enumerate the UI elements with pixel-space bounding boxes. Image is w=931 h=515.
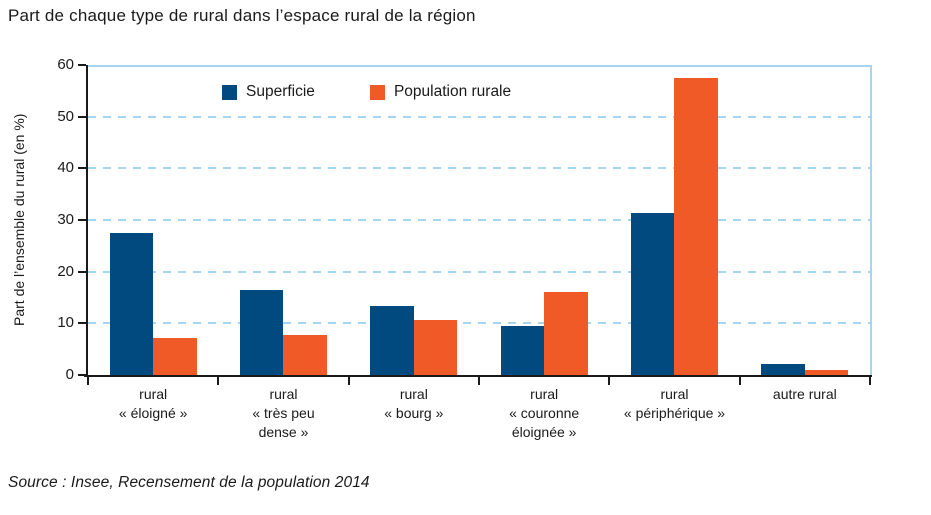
bar-group	[479, 65, 609, 375]
bars-layer	[88, 65, 870, 375]
y-tick-mark	[78, 374, 86, 376]
legend-item-population-rurale: Population rurale	[369, 83, 512, 101]
bar-superficie	[239, 289, 284, 375]
gridline	[88, 115, 870, 118]
bar-superficie	[370, 305, 414, 375]
chart-title: Part de chaque type de rural dans l’espa…	[8, 6, 476, 25]
category-label: autre rural	[772, 386, 837, 402]
y-tick-label: 0	[65, 366, 74, 383]
plot-border-right	[870, 65, 872, 377]
category-label: rural « bourg »	[384, 386, 444, 421]
gridline	[88, 270, 870, 273]
y-tick-label: 10	[57, 314, 74, 332]
source-note: Source : Insee, Recensement de la popula…	[8, 474, 370, 491]
category-label: rural « couronne éloignée »	[509, 386, 580, 440]
plot-area: Superficie Population rurale	[88, 65, 870, 375]
legend-item-superficie: Superficie	[222, 83, 315, 101]
category-label: rural « très peu dense »	[252, 386, 315, 440]
plot-border-top	[88, 65, 872, 67]
bar-population-rurale	[544, 291, 588, 375]
x-axis-labels: rural « éloigné » rural « très peu dense …	[88, 385, 870, 457]
category-label: rural « périphérique »	[623, 386, 726, 421]
x-tick-mark	[608, 376, 611, 385]
y-tick-label: 60	[57, 56, 74, 73]
y-axis-title: Part de l’ensemble du rural (en %)	[11, 113, 27, 327]
legend-label-population-rurale: Population rurale	[393, 83, 512, 100]
y-tick-mark	[78, 322, 86, 325]
category-label: rural « éloigné »	[118, 386, 188, 421]
x-tick-mark	[347, 376, 350, 385]
x-tick-mark	[869, 376, 871, 385]
bar-group	[740, 65, 870, 375]
x-tick-mark	[478, 376, 480, 385]
bar-superficie	[109, 232, 154, 375]
gridline	[88, 322, 870, 325]
y-tick-label: 40	[57, 159, 74, 177]
x-tick-mark	[217, 376, 220, 385]
bar-group	[88, 65, 218, 375]
bar-superficie	[500, 325, 545, 375]
legend-swatch-superficie	[222, 84, 237, 100]
legend-label-superficie: Superficie	[246, 83, 315, 100]
bar-population-rurale	[283, 334, 327, 375]
y-tick-mark	[78, 270, 86, 273]
y-tick-label: 30	[57, 211, 74, 228]
bar-group	[349, 65, 479, 375]
bar-population-rurale	[413, 319, 458, 375]
gridline	[88, 167, 870, 170]
y-tick-label: 50	[57, 107, 74, 125]
bar-group	[218, 65, 348, 375]
y-tick-mark	[78, 167, 86, 170]
bar-group	[609, 65, 739, 375]
y-tick-mark	[78, 115, 86, 118]
legend-swatch-population-rurale	[369, 84, 385, 100]
bar-superficie	[761, 364, 805, 375]
x-tick-mark	[87, 376, 89, 385]
y-tick-mark	[78, 64, 86, 66]
gridlines-layer	[88, 65, 870, 375]
bar-superficie	[630, 212, 675, 375]
y-axis-line	[86, 65, 88, 377]
bar-population-rurale	[674, 77, 718, 375]
y-tick-mark	[78, 219, 86, 221]
gridline	[88, 219, 870, 221]
bar-population-rurale	[804, 369, 849, 375]
legend: Superficie Population rurale	[222, 83, 511, 101]
x-tick-mark	[738, 376, 741, 385]
bar-population-rurale	[153, 337, 197, 375]
y-tick-label: 20	[57, 262, 74, 280]
